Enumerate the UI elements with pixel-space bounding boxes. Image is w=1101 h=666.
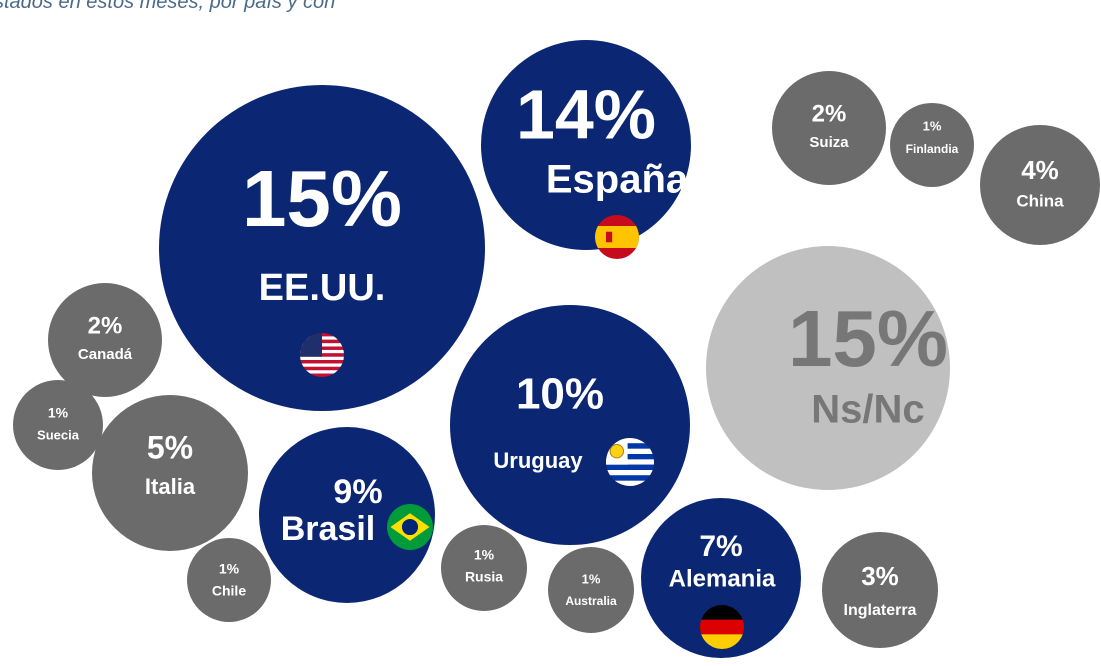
flag-part bbox=[300, 373, 344, 377]
bubble-label: Brasil bbox=[281, 510, 376, 548]
bubble bbox=[890, 103, 974, 187]
flag bbox=[387, 504, 433, 550]
value-label: 14% bbox=[516, 75, 656, 153]
bubble bbox=[641, 498, 801, 658]
subtitle: stados en estos meses, por país y con bbox=[0, 0, 335, 13]
flag-part bbox=[300, 370, 344, 374]
value-label: 3% bbox=[861, 561, 899, 591]
bubble-label: Ns/Nc bbox=[811, 388, 924, 432]
bubble bbox=[259, 427, 435, 603]
bubble-label: Chile bbox=[212, 583, 246, 599]
flag-part bbox=[401, 518, 419, 536]
flag-sun bbox=[609, 443, 625, 459]
bubble bbox=[187, 538, 271, 622]
bubble bbox=[48, 283, 162, 397]
bubble bbox=[441, 525, 527, 611]
flag-part bbox=[606, 475, 654, 481]
bubble bbox=[13, 380, 103, 470]
bubble-label: Uruguay bbox=[493, 448, 583, 473]
flag-part bbox=[700, 605, 744, 620]
bubble-label: Inglaterra bbox=[844, 602, 917, 619]
value-label: 5% bbox=[147, 429, 193, 465]
bubble-label: Alemania bbox=[669, 565, 776, 592]
flag bbox=[606, 438, 654, 486]
value-label: 2% bbox=[812, 100, 847, 127]
flag-part bbox=[300, 363, 344, 367]
bubble bbox=[980, 125, 1100, 245]
bubble bbox=[450, 305, 690, 545]
bubble-label: Canadá bbox=[78, 346, 133, 363]
flag-part bbox=[606, 470, 654, 476]
flag bbox=[300, 333, 344, 377]
flag-part bbox=[595, 226, 639, 248]
bubble-label: Australia bbox=[565, 594, 617, 608]
bubble-label: EE.UU. bbox=[259, 267, 386, 309]
flag-part bbox=[606, 464, 654, 470]
bubble bbox=[92, 395, 248, 551]
flag-part bbox=[606, 480, 654, 486]
flag-part bbox=[300, 356, 344, 361]
value-label: 15% bbox=[788, 294, 948, 383]
bubble-label: Finlandia bbox=[906, 142, 959, 156]
value-label: 1% bbox=[582, 571, 601, 586]
value-label: 1% bbox=[219, 561, 240, 577]
bubble bbox=[706, 246, 950, 490]
bubble-label: Rusia bbox=[465, 569, 503, 585]
bubble bbox=[481, 40, 691, 250]
bubble-label: Italia bbox=[145, 474, 196, 499]
value-label: 9% bbox=[333, 473, 382, 511]
bubble-label: España bbox=[546, 158, 689, 202]
bubble-label: Suiza bbox=[809, 134, 849, 151]
value-label: 10% bbox=[516, 370, 604, 419]
flag bbox=[700, 605, 744, 649]
bubble-label: China bbox=[1016, 191, 1064, 210]
flag-part bbox=[606, 438, 654, 444]
flag-part bbox=[606, 454, 654, 460]
value-label: 2% bbox=[88, 312, 123, 339]
flag bbox=[595, 215, 639, 259]
bubble-label: Suecia bbox=[37, 427, 80, 442]
flag-part bbox=[606, 448, 654, 454]
value-label: 1% bbox=[474, 547, 495, 563]
flag-part bbox=[300, 360, 344, 364]
value-label: 1% bbox=[923, 118, 942, 133]
value-label: 7% bbox=[699, 530, 742, 563]
value-label: 4% bbox=[1021, 155, 1059, 185]
flag-part bbox=[700, 619, 744, 635]
bubble bbox=[548, 547, 634, 633]
flag-part bbox=[606, 459, 654, 465]
value-label: 1% bbox=[48, 405, 69, 421]
value-label: 15% bbox=[242, 154, 402, 243]
flag-part bbox=[300, 366, 344, 371]
bubble bbox=[822, 532, 938, 648]
flag-part bbox=[700, 634, 744, 649]
flag-part bbox=[606, 231, 613, 243]
bubble bbox=[159, 85, 485, 411]
flag-part bbox=[606, 443, 654, 449]
bubble bbox=[772, 71, 886, 185]
